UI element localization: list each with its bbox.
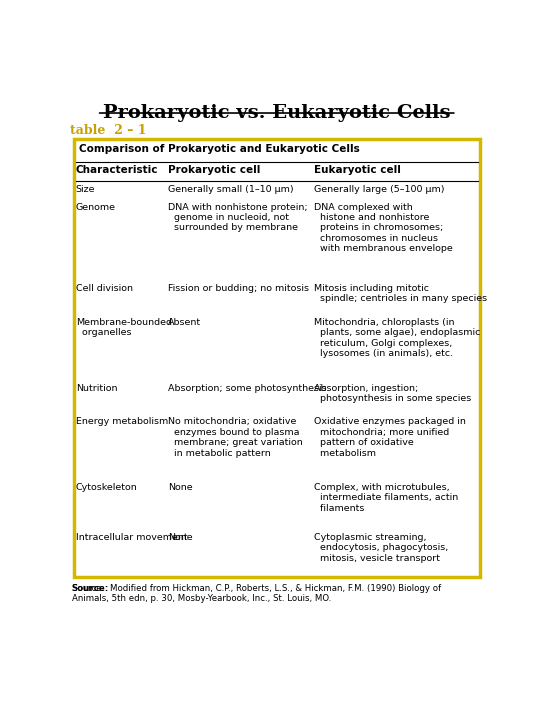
Text: None: None — [168, 533, 193, 542]
Text: Cytoskeleton: Cytoskeleton — [76, 483, 138, 492]
FancyBboxPatch shape — [74, 139, 480, 577]
Text: Intracellular movement: Intracellular movement — [76, 533, 187, 542]
Text: Oxidative enzymes packaged in
  mitochondria; more unified
  pattern of oxidativ: Oxidative enzymes packaged in mitochondr… — [314, 418, 466, 458]
Text: Nutrition: Nutrition — [76, 384, 117, 392]
Text: Generally large (5–100 μm): Generally large (5–100 μm) — [314, 184, 445, 194]
Text: Size: Size — [76, 184, 96, 194]
Text: Source:: Source: — [72, 584, 109, 593]
Text: Mitosis including mitotic
  spindle; centrioles in many species: Mitosis including mitotic spindle; centr… — [314, 284, 488, 303]
Text: Absorption; some photosynthesis: Absorption; some photosynthesis — [168, 384, 327, 392]
Text: table  2 – 1: table 2 – 1 — [70, 124, 146, 137]
Text: None: None — [168, 483, 193, 492]
Text: Prokaryotic cell: Prokaryotic cell — [168, 165, 260, 175]
Text: Energy metabolism: Energy metabolism — [76, 418, 168, 426]
Text: Mitochondria, chloroplasts (in
  plants, some algae), endoplasmic
  reticulum, G: Mitochondria, chloroplasts (in plants, s… — [314, 318, 481, 358]
Text: Cytoplasmic streaming,
  endocytosis, phagocytosis,
  mitosis, vesicle transport: Cytoplasmic streaming, endocytosis, phag… — [314, 533, 449, 562]
Text: Complex, with microtubules,
  intermediate filaments, actin
  filaments: Complex, with microtubules, intermediate… — [314, 483, 458, 513]
Text: Characteristic: Characteristic — [76, 165, 158, 175]
Text: Comparison of Prokaryotic and Eukaryotic Cells: Comparison of Prokaryotic and Eukaryotic… — [79, 143, 360, 153]
Text: Fission or budding; no mitosis: Fission or budding; no mitosis — [168, 284, 309, 293]
Text: Cell division: Cell division — [76, 284, 133, 293]
Text: Absent: Absent — [168, 318, 201, 327]
Text: DNA with nonhistone protein;
  genome in nucleoid, not
  surrounded by membrane: DNA with nonhistone protein; genome in n… — [168, 202, 308, 233]
Text: No mitochondria; oxidative
  enzymes bound to plasma
  membrane; great variation: No mitochondria; oxidative enzymes bound… — [168, 418, 303, 458]
Text: DNA complexed with
  histone and nonhistore
  proteins in chromosomes;
  chromos: DNA complexed with histone and nonhistor… — [314, 202, 453, 253]
Text: Eukaryotic cell: Eukaryotic cell — [314, 165, 401, 175]
Text: Genome: Genome — [76, 202, 116, 212]
Text: Membrane-bounded
  organelles: Membrane-bounded organelles — [76, 318, 172, 338]
Text: Source:  Modified from Hickman, C.P., Roberts, L.S., & Hickman, F.M. (1990) Biol: Source: Modified from Hickman, C.P., Rob… — [72, 584, 441, 603]
Text: Prokaryotic vs. Eukaryotic Cells: Prokaryotic vs. Eukaryotic Cells — [103, 104, 450, 122]
Text: Generally small (1–10 μm): Generally small (1–10 μm) — [168, 184, 294, 194]
Text: Absorption, ingestion;
  photosynthesis in some species: Absorption, ingestion; photosynthesis in… — [314, 384, 471, 403]
